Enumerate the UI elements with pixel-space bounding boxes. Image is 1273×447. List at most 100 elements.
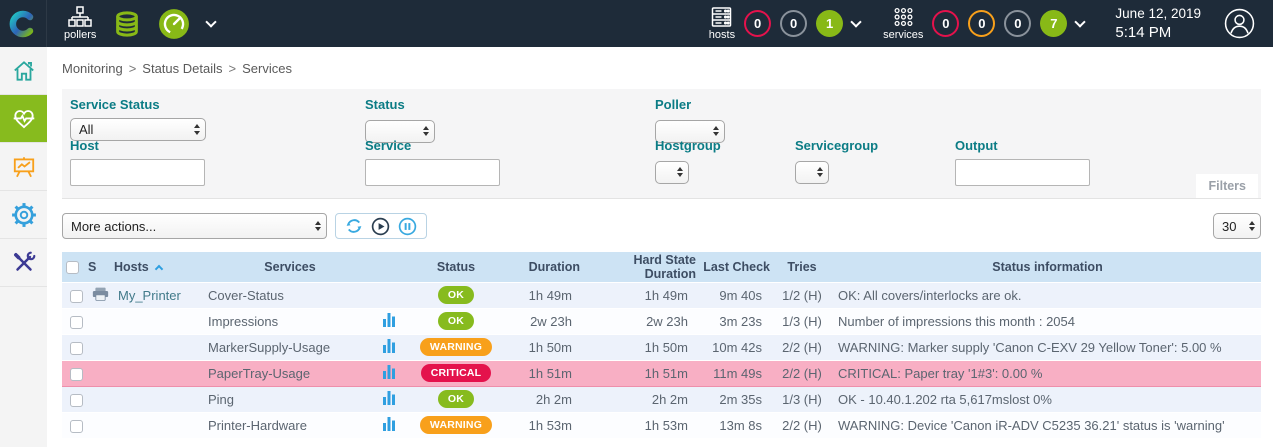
- top-bar: pollers: [0, 0, 1273, 47]
- row-checkbox[interactable]: [70, 315, 83, 329]
- col-header-last-check[interactable]: Last Check: [696, 252, 770, 282]
- chevron-down-icon[interactable]: [850, 15, 862, 28]
- service-name[interactable]: Cover-Status: [208, 287, 284, 303]
- service-name[interactable]: Printer-Hardware: [208, 417, 307, 433]
- col-header-status-information[interactable]: Status information: [834, 252, 1261, 282]
- row-checkbox[interactable]: [70, 341, 83, 355]
- chevron-down-icon[interactable]: [205, 15, 218, 28]
- last-check-cell: 2m 35s: [719, 391, 762, 407]
- hosts-down-count[interactable]: 0: [744, 10, 772, 37]
- col-header-status[interactable]: Status: [402, 252, 510, 282]
- action-toolbar: More actions...: [62, 213, 1261, 239]
- duration-cell: 1h 51m: [528, 365, 572, 381]
- service-status-select[interactable]: All: [70, 118, 206, 141]
- row-checkbox[interactable]: [70, 419, 83, 433]
- row-checkbox[interactable]: [70, 393, 83, 407]
- output-input[interactable]: [955, 159, 1090, 186]
- sidebar-item-administration[interactable]: [0, 239, 47, 287]
- services-grid-icon: [894, 8, 913, 26]
- row-checkbox[interactable]: [70, 289, 83, 303]
- col-header-s[interactable]: S: [88, 252, 114, 282]
- graph-icon[interactable]: [383, 338, 395, 356]
- sidebar-item-configuration[interactable]: [0, 191, 47, 239]
- hosts-unreachable-count[interactable]: 0: [780, 10, 808, 37]
- hosts-menu[interactable]: hosts: [709, 6, 735, 41]
- select-stepper-icon: [817, 166, 823, 178]
- hostgroup-select[interactable]: [655, 160, 689, 184]
- graph-icon[interactable]: [383, 312, 395, 330]
- status-badge: OK: [437, 286, 475, 304]
- last-check-cell: 9m 40s: [719, 287, 762, 303]
- status-information-cell: Number of impressions this month : 2054: [838, 313, 1075, 329]
- col-header-services[interactable]: Services: [204, 252, 376, 282]
- service-name[interactable]: Impressions: [208, 313, 279, 329]
- service-name[interactable]: PaperTray-Usage: [208, 365, 311, 381]
- breadcrumb-separator: >: [228, 61, 237, 76]
- services-menu[interactable]: services: [883, 6, 923, 41]
- table-row: Ping OK 2h 2m 2h 2m 2m 35s 1/3 (H) OK - …: [62, 386, 1261, 412]
- page-size-select[interactable]: 30: [1213, 213, 1261, 239]
- gauge-icon[interactable]: [158, 8, 190, 40]
- last-check-cell: 11m 49s: [713, 365, 762, 381]
- pollers-menu[interactable]: pollers: [64, 6, 96, 41]
- host-input[interactable]: [70, 159, 205, 186]
- sidebar-item-monitoring[interactable]: [0, 95, 47, 143]
- sidebar: [0, 47, 47, 447]
- more-actions-select[interactable]: More actions...: [62, 213, 327, 239]
- main-content: Monitoring > Status Details > Services Servi…: [47, 47, 1273, 447]
- services-ok-count[interactable]: 7: [1040, 10, 1068, 37]
- database-icon[interactable]: [113, 10, 141, 38]
- filters-tab[interactable]: Filters: [1196, 174, 1258, 198]
- status-badge: WARNING: [419, 338, 493, 356]
- col-header-tries[interactable]: Tries: [770, 252, 834, 282]
- status-information-cell: WARNING: Marker supply 'Canon C-EXV 29 Y…: [838, 339, 1222, 355]
- servicegroup-select[interactable]: [795, 160, 829, 184]
- service-status-label: Service Status: [70, 97, 160, 112]
- select-stepper-icon: [677, 166, 683, 178]
- col-header-duration[interactable]: Duration: [510, 252, 580, 282]
- play-icon[interactable]: [371, 217, 390, 236]
- table-header-row: S Hosts Services Status Duration Hard St…: [62, 252, 1261, 282]
- last-check-cell: 3m 23s: [719, 313, 762, 329]
- output-label: Output: [955, 138, 998, 153]
- duration-cell: 1h 50m: [528, 339, 572, 355]
- sidebar-item-home[interactable]: [0, 47, 47, 95]
- status-select[interactable]: [365, 119, 435, 143]
- services-critical-count[interactable]: 0: [932, 10, 960, 37]
- hard-state-duration-cell: 1h 53m: [644, 417, 688, 433]
- last-check-cell: 13m 8s: [719, 417, 762, 433]
- chevron-down-icon[interactable]: [1074, 15, 1087, 28]
- status-information-cell: OK: All covers/interlocks are ok.: [838, 287, 1022, 303]
- services-unknown-count[interactable]: 0: [1004, 10, 1032, 37]
- service-name[interactable]: Ping: [208, 391, 235, 407]
- hosts-up-count[interactable]: 1: [816, 10, 844, 37]
- sidebar-item-reporting[interactable]: [0, 143, 47, 191]
- refresh-icon[interactable]: [345, 217, 363, 235]
- table-row: PaperTray-Usage CRITICAL 1h 51m 1h 51m 1…: [62, 360, 1261, 386]
- pollers-label: pollers: [64, 29, 97, 41]
- services-warning-count[interactable]: 0: [968, 10, 996, 37]
- graph-icon[interactable]: [383, 416, 395, 434]
- select-stepper-icon: [1249, 220, 1255, 232]
- breadcrumb-services[interactable]: Services: [242, 61, 292, 76]
- breadcrumb-status-details[interactable]: Status Details: [142, 61, 223, 76]
- select-all-checkbox[interactable]: [66, 260, 79, 274]
- graph-icon[interactable]: [383, 364, 395, 382]
- graph-icon[interactable]: [383, 390, 395, 408]
- pause-icon[interactable]: [398, 217, 417, 236]
- tries-cell: 1/3 (H): [782, 391, 822, 407]
- service-input[interactable]: [365, 159, 500, 186]
- host-label: Host: [70, 138, 99, 153]
- centreon-logo[interactable]: [0, 0, 47, 47]
- row-checkbox[interactable]: [70, 367, 83, 381]
- poller-select[interactable]: [655, 119, 725, 143]
- status-information-cell: CRITICAL: Paper tray '1#3': 0.00 %: [838, 365, 1043, 381]
- breadcrumb-monitoring[interactable]: Monitoring: [62, 61, 123, 76]
- service-name[interactable]: MarkerSupply-Usage: [208, 339, 331, 355]
- host-link[interactable]: My_Printer: [118, 287, 181, 303]
- configuration-gear-icon: [11, 202, 36, 227]
- col-header-hosts[interactable]: Hosts: [114, 252, 204, 282]
- duration-cell: 2h 2m: [535, 391, 572, 407]
- col-header-hard-state-duration[interactable]: Hard State Duration: [580, 252, 696, 282]
- user-icon[interactable]: [1224, 8, 1255, 39]
